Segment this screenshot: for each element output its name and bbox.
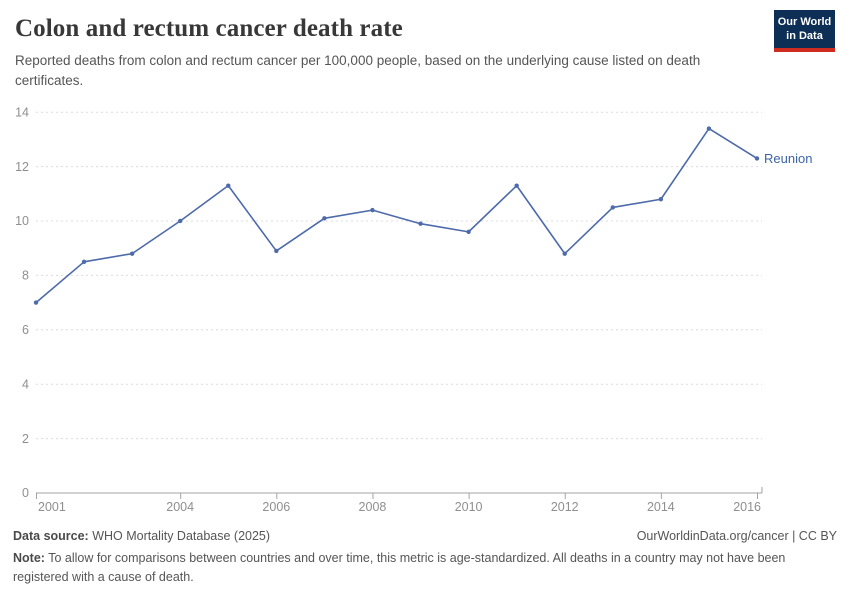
- x-tick-label: 2014: [647, 500, 675, 514]
- chart-note: Note: To allow for comparisons between c…: [13, 551, 786, 584]
- page-title: Colon and rectum cancer death rate: [15, 15, 403, 42]
- line-chart[interactable]: 0 2 4 6 8 10 12 14 2001 2004 2006 2008 2010 2012 2014 2…: [0, 92, 850, 528]
- data-point[interactable]: [514, 183, 519, 188]
- owid-logo-line2: in Data: [786, 30, 823, 43]
- y-tick-label: 6: [22, 323, 29, 337]
- data-point[interactable]: [322, 216, 327, 221]
- data-point[interactable]: [706, 126, 712, 131]
- y-tick-label: 14: [15, 105, 29, 119]
- y-tick-label: 2: [22, 432, 29, 446]
- data-source: Data source: WHO Mortality Database (202…: [13, 529, 271, 543]
- x-tick-label: 2016: [733, 500, 761, 514]
- data-point[interactable]: [33, 300, 39, 305]
- credit-link[interactable]: OurWorldinData.org/cancer | CC BY: [636, 529, 837, 543]
- owid-logo-line1: Our World: [777, 16, 832, 28]
- data-point[interactable]: [274, 248, 279, 254]
- chart-footer: Data source: WHO Mortality Database (202…: [13, 529, 837, 587]
- chart-subtitle: Reported deaths from colon and rectum ca…: [15, 53, 701, 88]
- x-tick-label: 2012: [551, 500, 579, 514]
- x-tick-label: 2001: [38, 500, 66, 514]
- data-point[interactable]: [370, 207, 375, 213]
- y-tick-label: 4: [22, 377, 29, 391]
- owid-logo: Our World in Data: [774, 10, 835, 52]
- series-end-label[interactable]: Reunion: [764, 151, 812, 166]
- data-point[interactable]: [466, 229, 471, 235]
- data-point[interactable]: [129, 251, 135, 256]
- data-point[interactable]: [610, 205, 616, 210]
- x-tick-label: 2010: [455, 500, 483, 514]
- data-point[interactable]: [81, 259, 87, 264]
- data-point[interactable]: [562, 251, 567, 256]
- data-source-label: Data source:: [13, 529, 89, 543]
- x-tick-label: 2004: [166, 500, 194, 514]
- data-point[interactable]: [226, 183, 231, 188]
- x-tick-label: 2008: [359, 500, 387, 514]
- y-tick-label: 10: [15, 214, 29, 228]
- y-tick-label: 12: [15, 160, 29, 174]
- note-label: Note:: [13, 551, 45, 565]
- data-point[interactable]: [658, 197, 664, 202]
- data-point[interactable]: [754, 156, 760, 161]
- y-tick-label: 8: [22, 269, 29, 283]
- data-point[interactable]: [418, 221, 423, 226]
- y-tick-label: 0: [22, 486, 29, 500]
- x-tick-label: 2006: [262, 500, 290, 514]
- series-line[interactable]: [35, 127, 758, 304]
- data-point[interactable]: [178, 218, 183, 224]
